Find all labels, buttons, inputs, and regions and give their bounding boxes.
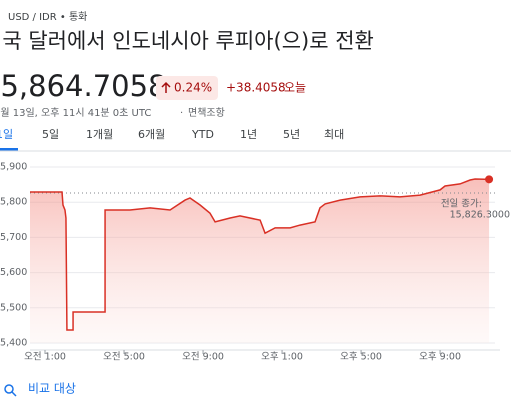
previous-close-value: 15,826.3000 [450, 210, 510, 221]
range-tab[interactable]: 6개월 [138, 128, 165, 141]
range-tab[interactable]: 1개월 [86, 128, 113, 141]
last-point [485, 175, 494, 184]
disclaimer-link[interactable]: 면책조항 [188, 107, 225, 119]
y-tick-label: 15,500 [0, 302, 27, 313]
price: 15,864.7058 [0, 69, 167, 103]
change: +38.4058 [226, 81, 286, 95]
timestamp: 1월 13일, 오후 11시 41분 0초 UTC [0, 107, 151, 119]
search-icon-handle [11, 391, 17, 397]
active-tab-underline [0, 148, 18, 151]
change-percent: 0.24% [174, 81, 212, 95]
area-fill [30, 178, 490, 343]
x-tick-label: 오후 9:00 [419, 352, 461, 363]
down-up-arrow [161, 81, 171, 93]
range-tab[interactable]: YTD [191, 128, 214, 141]
price-line [30, 178, 490, 331]
y-tick-label: 15,900 [0, 162, 27, 173]
y-tick-label: 15,800 [0, 197, 27, 208]
separator: · [180, 108, 183, 119]
x-tick-label: 오전 1:00 [24, 352, 66, 363]
x-tick-label: 오전 9:00 [182, 352, 224, 363]
page-title: 미국 달러에서 인도네시아 루피아(으)로 전환 [0, 29, 374, 53]
previous-close-label: 전일 종가: [441, 199, 482, 210]
y-tick-label: 15,600 [0, 267, 27, 278]
range-tabs: 1일 5일 1개월 6개월 YTD 1년 5년 최대 [0, 127, 344, 151]
x-tick-label: 오전 5:00 [103, 352, 145, 363]
x-tick-label: 오후 1:00 [261, 352, 303, 363]
change-chip [156, 76, 218, 100]
x-tick-label: 오후 5:00 [340, 352, 382, 363]
breadcrumb: USD / IDR • 통화 [8, 11, 87, 23]
range-tab[interactable]: 최대 [324, 128, 344, 141]
change-period: 오늘 [284, 81, 306, 95]
range-tab[interactable]: 1년 [240, 128, 257, 141]
compare-button[interactable]: 비교 대상 [28, 382, 76, 396]
chart: 15,400 15,500 15,600 15,700 15,800 15,900 오전 1… [0, 162, 510, 363]
range-tab[interactable]: 1일 [0, 127, 13, 141]
range-tab[interactable]: 5년 [283, 128, 300, 141]
search-icon [4, 384, 14, 394]
y-tick-label: 15,700 [0, 232, 27, 243]
y-tick-label: 15,400 [0, 338, 27, 349]
range-tab[interactable]: 5일 [42, 127, 59, 141]
